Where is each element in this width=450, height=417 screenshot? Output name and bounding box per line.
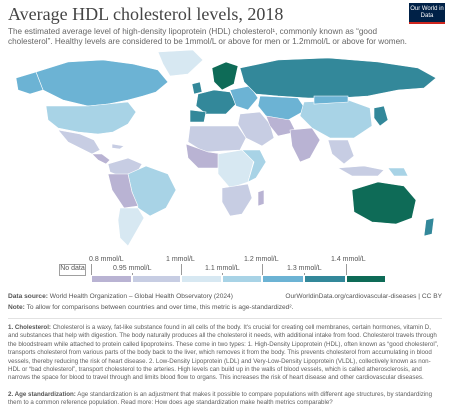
map-iran-afghanistan[interactable] bbox=[265, 115, 297, 137]
legend-swatch-1-0-to-1-1[interactable] bbox=[181, 275, 222, 283]
map-alaska[interactable] bbox=[15, 71, 44, 95]
legend-tick bbox=[181, 264, 182, 275]
map-argentina-chile[interactable] bbox=[117, 207, 145, 247]
legend-tick bbox=[262, 264, 263, 275]
footnote-age-standardization: 2. Age standardization: Age standardizat… bbox=[8, 391, 442, 408]
no-data-label: No data bbox=[60, 265, 85, 272]
footnote-cholesterol: 1. Cholesterol: Cholesterol is a waxy, f… bbox=[8, 324, 442, 383]
legend-tick bbox=[91, 264, 92, 275]
footnote-2-text: Age standardization is an adjustment tha… bbox=[8, 391, 433, 407]
map-iberia[interactable] bbox=[189, 109, 207, 123]
map-uk-ireland[interactable] bbox=[191, 81, 203, 95]
chart-subtitle: The estimated average level of high-dens… bbox=[8, 27, 407, 46]
legend-label-1-4: 1.4 mmol/L bbox=[331, 256, 366, 263]
legend-swatch-1-3-to-1-4[interactable] bbox=[304, 275, 346, 283]
legend-tick bbox=[222, 273, 223, 275]
chart-note: Note: To allow for comparisons between c… bbox=[8, 304, 293, 311]
source-url[interactable]: OurWorldinData.org/cardiovascular-diseas… bbox=[285, 293, 442, 300]
map-north-africa[interactable] bbox=[187, 125, 247, 153]
legend-label-0-95: 0.95 mmol/L bbox=[113, 265, 152, 272]
legend-label-0-8: 0.8 mmol/L bbox=[89, 256, 124, 263]
legend-swatch-1-2-to-1-3[interactable] bbox=[262, 275, 304, 283]
read-more-link[interactable]: Read more: How does age standardization … bbox=[120, 399, 333, 407]
map-madagascar[interactable] bbox=[257, 189, 265, 207]
chart-title: Average HDL cholesterol levels, 2018 bbox=[8, 4, 284, 24]
map-australia[interactable] bbox=[351, 181, 417, 225]
legend-swatch-1-4-plus[interactable] bbox=[346, 275, 386, 283]
map-united-states[interactable] bbox=[45, 101, 137, 135]
footnote-divider bbox=[8, 318, 442, 319]
legend-tick bbox=[346, 264, 347, 275]
note-text: To allow for comparisons between countri… bbox=[26, 304, 294, 311]
map-canada[interactable] bbox=[35, 59, 169, 107]
map-mexico[interactable] bbox=[57, 129, 101, 155]
map-mongolia[interactable] bbox=[313, 95, 349, 105]
note-label: Note: bbox=[8, 304, 25, 311]
map-indonesia[interactable] bbox=[337, 165, 385, 177]
footnote-2-label: 2. Age standardization: bbox=[8, 391, 76, 398]
footnote-1-label: 1. Cholesterol: bbox=[8, 324, 51, 331]
map-papua[interactable] bbox=[387, 167, 409, 177]
legend-tick bbox=[132, 273, 133, 275]
legend-swatch-0-8-to-0-95[interactable] bbox=[91, 275, 132, 283]
legend-label-1-2: 1.2 mmol/L bbox=[244, 256, 279, 263]
map-peru-bolivia[interactable] bbox=[107, 173, 139, 209]
map-east-africa[interactable] bbox=[241, 149, 267, 183]
map-russia[interactable] bbox=[239, 57, 437, 99]
map-eastern-europe[interactable] bbox=[229, 85, 259, 111]
no-data-swatch[interactable] bbox=[59, 264, 86, 276]
map-scandinavia[interactable] bbox=[211, 61, 239, 91]
map-southern-africa[interactable] bbox=[221, 183, 253, 217]
map-caribbean[interactable] bbox=[111, 143, 125, 150]
legend-swatch-1-1-to-1-2[interactable] bbox=[222, 275, 262, 283]
legend-label-1-1: 1.1 mmol/L bbox=[205, 265, 240, 272]
map-china[interactable] bbox=[299, 99, 373, 139]
map-western-europe[interactable] bbox=[195, 89, 237, 115]
map-india[interactable] bbox=[289, 127, 321, 163]
map-central-america[interactable] bbox=[91, 153, 111, 165]
legend-label-1-0: 1 mmol/L bbox=[166, 256, 195, 263]
map-japan-korea[interactable] bbox=[373, 105, 389, 127]
footnote-1-text: Cholesterol is a waxy, fat-like substanc… bbox=[8, 324, 439, 382]
source-text[interactable]: World Health Organization – Global Healt… bbox=[49, 293, 233, 300]
source-label: Data source: bbox=[8, 293, 48, 300]
data-source: Data source: World Health Organization –… bbox=[8, 293, 233, 300]
map-greenland[interactable] bbox=[157, 50, 204, 77]
map-new-zealand[interactable] bbox=[423, 217, 435, 237]
map-southeast-asia[interactable] bbox=[327, 139, 355, 165]
map-kazakhstan-central-asia[interactable] bbox=[257, 95, 307, 121]
world-map[interactable] bbox=[8, 50, 442, 250]
map-middle-east[interactable] bbox=[237, 111, 275, 147]
legend-swatch-0-95-to-1-0[interactable] bbox=[132, 275, 181, 283]
legend-label-1-3: 1.3 mmol/L bbox=[287, 265, 322, 272]
legend-tick bbox=[304, 273, 305, 275]
owid-logo[interactable]: Our World in Data bbox=[409, 3, 445, 24]
